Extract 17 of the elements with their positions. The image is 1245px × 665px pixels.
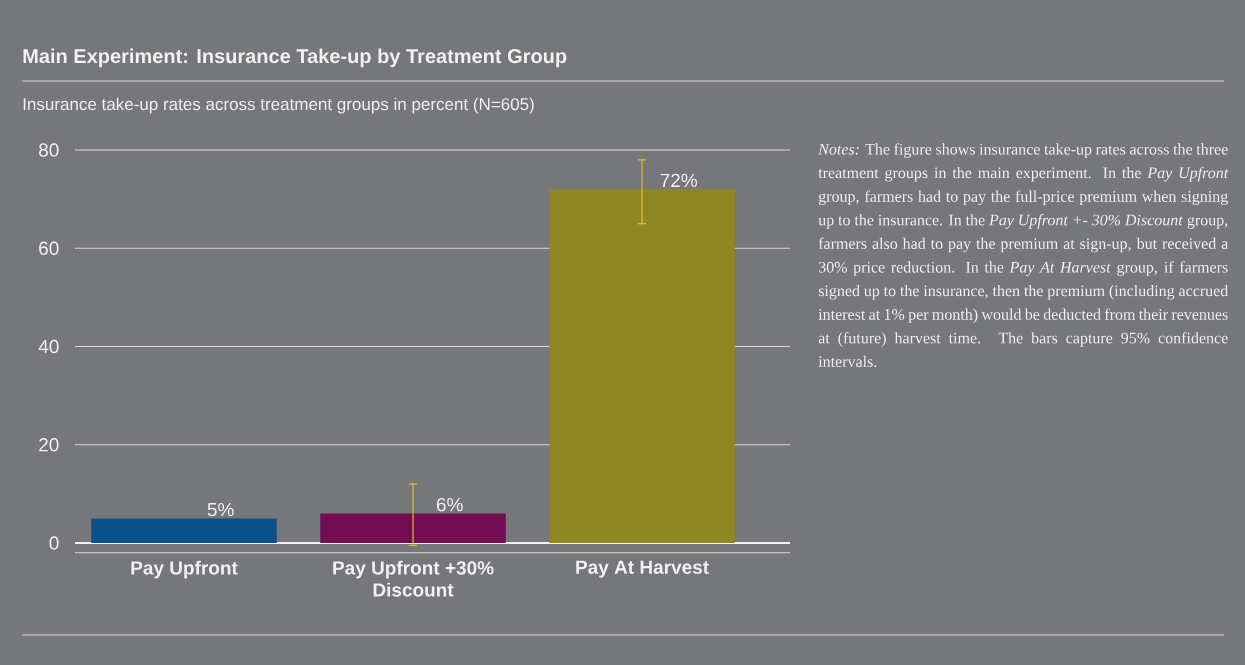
chart-title: Main Experiment: Insurance Take-up by Treatment Group <box>23 48 567 68</box>
y-tick-label: 20 <box>39 438 59 452</box>
y-tick-label: 0 <box>49 536 59 550</box>
y-tick-label: 40 <box>38 339 59 354</box>
y-tick-label: 80 <box>39 143 59 157</box>
y-tick-label: 60 <box>39 241 59 255</box>
bar <box>91 518 277 544</box>
x-tick-label: Pay Upfront <box>131 560 238 579</box>
data-label: 5% <box>207 502 234 517</box>
x-tick-label: Pay At Harvest <box>576 560 709 578</box>
text: Notes: The figure shows insurance take-up rates across the three treatment groups in the main experiment. In the Pay Upfront group, farmers had to pay the full-price premium when signing up to the insurance. In the Pay Upfront +- 30% Discount group, farmers also had to pay the premium at sign-up, but received a 30% price reduction. In the Pay At Harvest group, if farmers signed up to the insurance, then the premium (including accrued interest at 1% per month) would be deducted from their revenues at (future) harvest time. The bars capture 95% confidence intervals. <box>818 143 1229 368</box>
x-tick-label: Pay Upfront +30% Discount <box>333 560 494 597</box>
chart-subtitle: Insurance take-up rates across treatment groups in percent (N=605) <box>23 97 534 114</box>
bar <box>549 189 735 544</box>
bar <box>320 513 506 544</box>
data-label: 72% <box>660 173 698 188</box>
data-label: 6% <box>436 497 463 512</box>
